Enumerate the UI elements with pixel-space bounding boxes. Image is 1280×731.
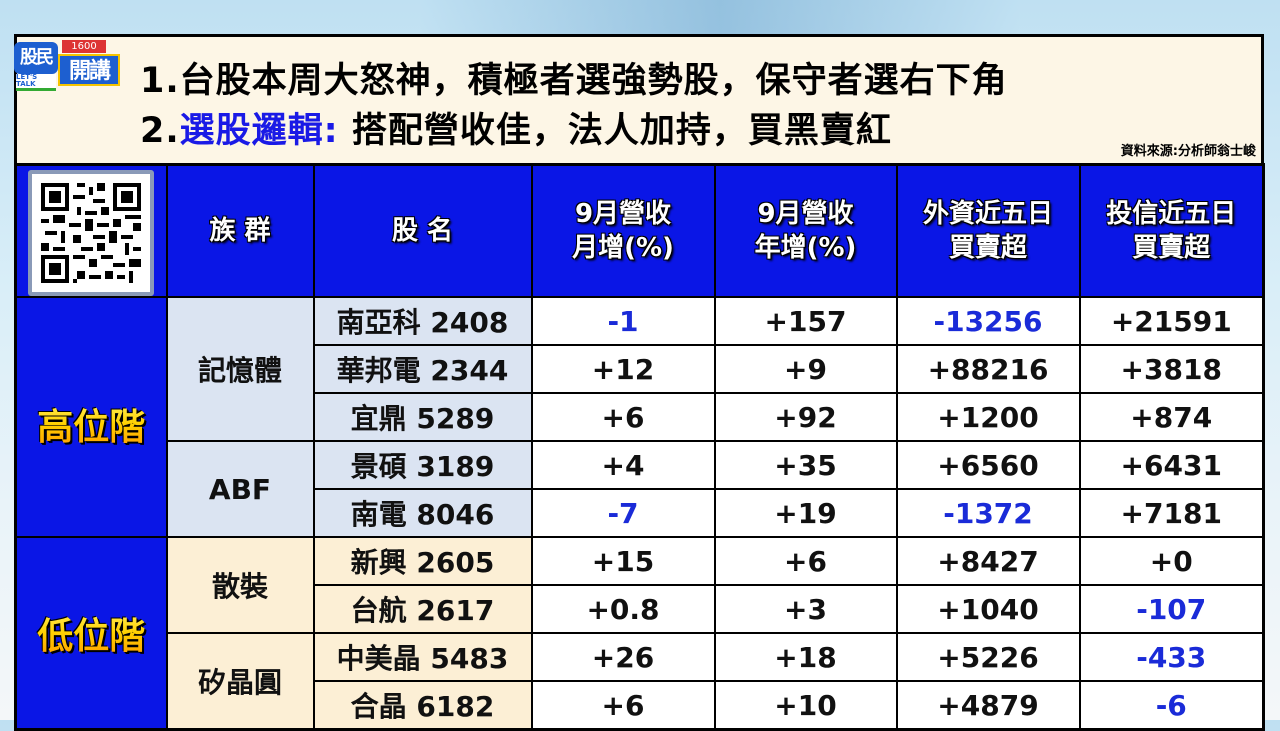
- group-cell: 矽晶圓: [165, 632, 315, 731]
- table-row: 華邦電 2344 +12 +9 +88216 +3818: [16, 344, 1265, 394]
- trust-value: +3818: [1078, 344, 1265, 394]
- logo-top-text: 股民: [14, 42, 58, 74]
- col-header-group: 族 群: [165, 163, 315, 298]
- foreign-value: +1200: [895, 392, 1081, 442]
- col-header-trust: 投信近五日 買賣超: [1078, 163, 1265, 298]
- stock-name: 中美晶 5483: [312, 632, 533, 682]
- col-header-stock: 股 名: [312, 163, 533, 298]
- table-row: 高位階 記憶體 南亞科 2408 -1 +157 -13256 +21591: [14, 296, 1265, 538]
- trust-value: +0: [1078, 536, 1265, 586]
- headline-2-rest: 搭配營收佳，法人加持，買黑賣紅: [338, 111, 892, 151]
- yoy-value: +157: [713, 296, 898, 346]
- foreign-value: -1372: [895, 488, 1081, 538]
- foreign-value: -13256: [895, 296, 1081, 346]
- yoy-value: +35: [713, 440, 898, 490]
- show-logo: 股民 1600 開講 LET'S TALK: [14, 36, 120, 91]
- stock-name: 南電 8046: [312, 488, 533, 538]
- background-decoration: [420, 0, 1020, 34]
- group-cell: 散裝: [165, 536, 315, 634]
- header-panel: [14, 34, 1264, 163]
- foreign-value: +6560: [895, 440, 1081, 490]
- trust-value: +21591: [1078, 296, 1265, 346]
- foreign-value: +1040: [895, 584, 1081, 634]
- mom-value: -1: [530, 296, 716, 346]
- yoy-value: +3: [713, 584, 898, 634]
- level-cell-high: 高位階: [14, 296, 168, 538]
- yoy-value: +19: [713, 488, 898, 538]
- col-header-yoy: 9月營收年增(%): [713, 163, 898, 298]
- col-header-mom: 9月營收月增(%): [530, 163, 716, 298]
- trust-value: -433: [1078, 632, 1265, 682]
- group-cell: ABF: [165, 440, 315, 538]
- table-row: ABF 景碩 3189 +4 +35 +6560 +6431: [16, 440, 1265, 538]
- stock-name: 台航 2617: [312, 584, 533, 634]
- col-header-yoy-line2: 年增(%): [754, 233, 857, 263]
- qr-cell: [14, 163, 168, 298]
- mom-value: +26: [530, 632, 716, 682]
- logo-main-text: 開講: [58, 54, 120, 86]
- mom-value: +0.8: [530, 584, 716, 634]
- mom-value: +15: [530, 536, 716, 586]
- stock-name: 合晶 6182: [312, 680, 533, 731]
- yoy-value: +18: [713, 632, 898, 682]
- table-row: 矽晶圓 中美晶 5483 +26 +18 +5226 -433: [16, 632, 1265, 731]
- stock-name: 新興 2605: [312, 536, 533, 586]
- level-label: 高位階: [37, 398, 145, 450]
- stock-name: 景碩 3189: [312, 440, 533, 490]
- qr-code-icon: [28, 170, 155, 296]
- mom-value: +4: [530, 440, 716, 490]
- foreign-value: +4879: [895, 680, 1081, 731]
- yoy-value: +92: [713, 392, 898, 442]
- logo-number: 1600: [62, 40, 106, 53]
- headline-2-highlight: 選股邏輯:: [179, 111, 339, 151]
- foreign-value: +88216: [895, 344, 1081, 394]
- mom-value: +6: [530, 392, 716, 442]
- yoy-value: +10: [713, 680, 898, 731]
- stock-name: 宜鼎 5289: [312, 392, 533, 442]
- headline-2: 2.選股邏輯: 搭配營收佳，法人加持，買黑賣紅: [140, 102, 892, 153]
- level-cell-low: 低位階: [14, 536, 168, 731]
- col-header-foreign: 外資近五日 買賣超: [895, 163, 1081, 298]
- mom-value: -7: [530, 488, 716, 538]
- stock-name: 南亞科 2408: [312, 296, 533, 346]
- col-header-foreign-line2: 買賣超: [948, 233, 1027, 263]
- col-header-trust-line2: 買賣超: [1132, 233, 1211, 263]
- data-source: 資料來源:分析師翁士峻: [1120, 144, 1256, 159]
- headline-2-prefix: 2.: [140, 111, 180, 151]
- mom-value: +6: [530, 680, 716, 731]
- foreign-value: +8427: [895, 536, 1081, 586]
- trust-value: -6: [1078, 680, 1265, 731]
- trust-value: +6431: [1078, 440, 1265, 490]
- headline-1: 1.台股本周大怒神，積極者選強勢股，保守者選右下角: [140, 61, 1008, 101]
- logo-tag: LET'S TALK: [16, 74, 56, 91]
- table-row: 台航 2617 +0.8 +3 +1040 -107: [16, 584, 1265, 634]
- col-header-foreign-line1: 外資近五日: [922, 199, 1053, 229]
- col-header-stock-label: 股 名: [391, 216, 454, 246]
- table-row: 宜鼎 5289 +6 +92 +1200 +874: [16, 392, 1265, 442]
- stock-name: 華邦電 2344: [312, 344, 533, 394]
- col-header-group-label: 族 群: [209, 216, 271, 246]
- col-header-trust-line1: 投信近五日: [1106, 199, 1237, 229]
- table-row: 低位階 散裝 新興 2605 +15 +6 +8427 +0: [14, 536, 1265, 731]
- group-cell: 記憶體: [165, 296, 315, 442]
- col-header-yoy-line1: 9月營收: [757, 199, 854, 229]
- table-header-row: 族 群 股 名 9月營收月增(%) 9月營收年增(%) 外資近五日買賣超 投信近…: [14, 163, 1265, 298]
- trust-value: -107: [1078, 584, 1265, 634]
- foreign-value: +5226: [895, 632, 1081, 682]
- table-row: 南電 8046 -7 +19 -1372 +7181: [16, 488, 1265, 538]
- trust-value: +7181: [1078, 488, 1265, 538]
- col-header-mom-line1: 9月營收: [574, 199, 672, 229]
- yoy-value: +6: [713, 536, 898, 586]
- stock-table: 族 群 股 名 9月營收月增(%) 9月營收年增(%) 外資近五日買賣超 投信近…: [14, 163, 1265, 731]
- yoy-value: +9: [713, 344, 898, 394]
- level-label: 低位階: [37, 607, 145, 659]
- trust-value: +874: [1078, 392, 1265, 442]
- col-header-mom-line2: 月增(%): [572, 233, 674, 263]
- mom-value: +12: [530, 344, 716, 394]
